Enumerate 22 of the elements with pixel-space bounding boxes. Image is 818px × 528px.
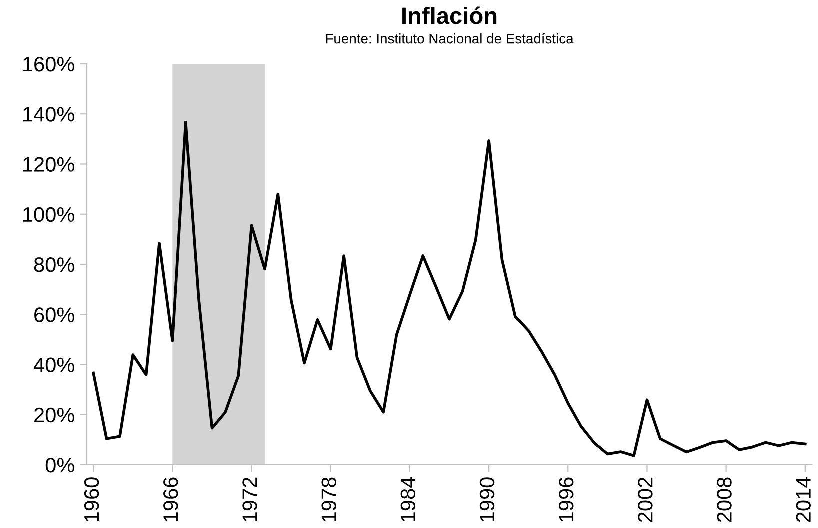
y-tick-label: 140% [24, 107, 74, 122]
y-tick-label: 100% [24, 207, 74, 222]
y-tick-label: 0% [46, 458, 74, 473]
x-tick-label: 2002 [638, 478, 653, 522]
chart-subtitle: Fuente: Instituto Nacional de Estadística [326, 33, 574, 44]
x-tick-label: 1990 [480, 478, 495, 522]
y-tick-label: 80% [34, 258, 74, 272]
line-series [92, 121, 807, 458]
x-tick-label: 1996 [558, 478, 574, 522]
x-tick-label: 1966 [164, 478, 178, 522]
y-tick-label: 60% [34, 308, 74, 322]
x-tick-label: 1972 [242, 478, 258, 522]
x-tick-label: 1978 [322, 478, 336, 522]
y-tick-label: 40% [34, 358, 74, 373]
y-tick-label: 120% [24, 157, 74, 172]
x-tick-label: 2014 [796, 477, 811, 522]
y-tick-label: 20% [34, 408, 74, 423]
y-tick-label: 160% [24, 57, 74, 72]
chart-title: Inflación [402, 6, 497, 24]
x-tick-label: 1960 [84, 478, 100, 522]
x-tick-label: 2008 [717, 478, 732, 522]
x-tick-label: 1984 [400, 477, 416, 522]
